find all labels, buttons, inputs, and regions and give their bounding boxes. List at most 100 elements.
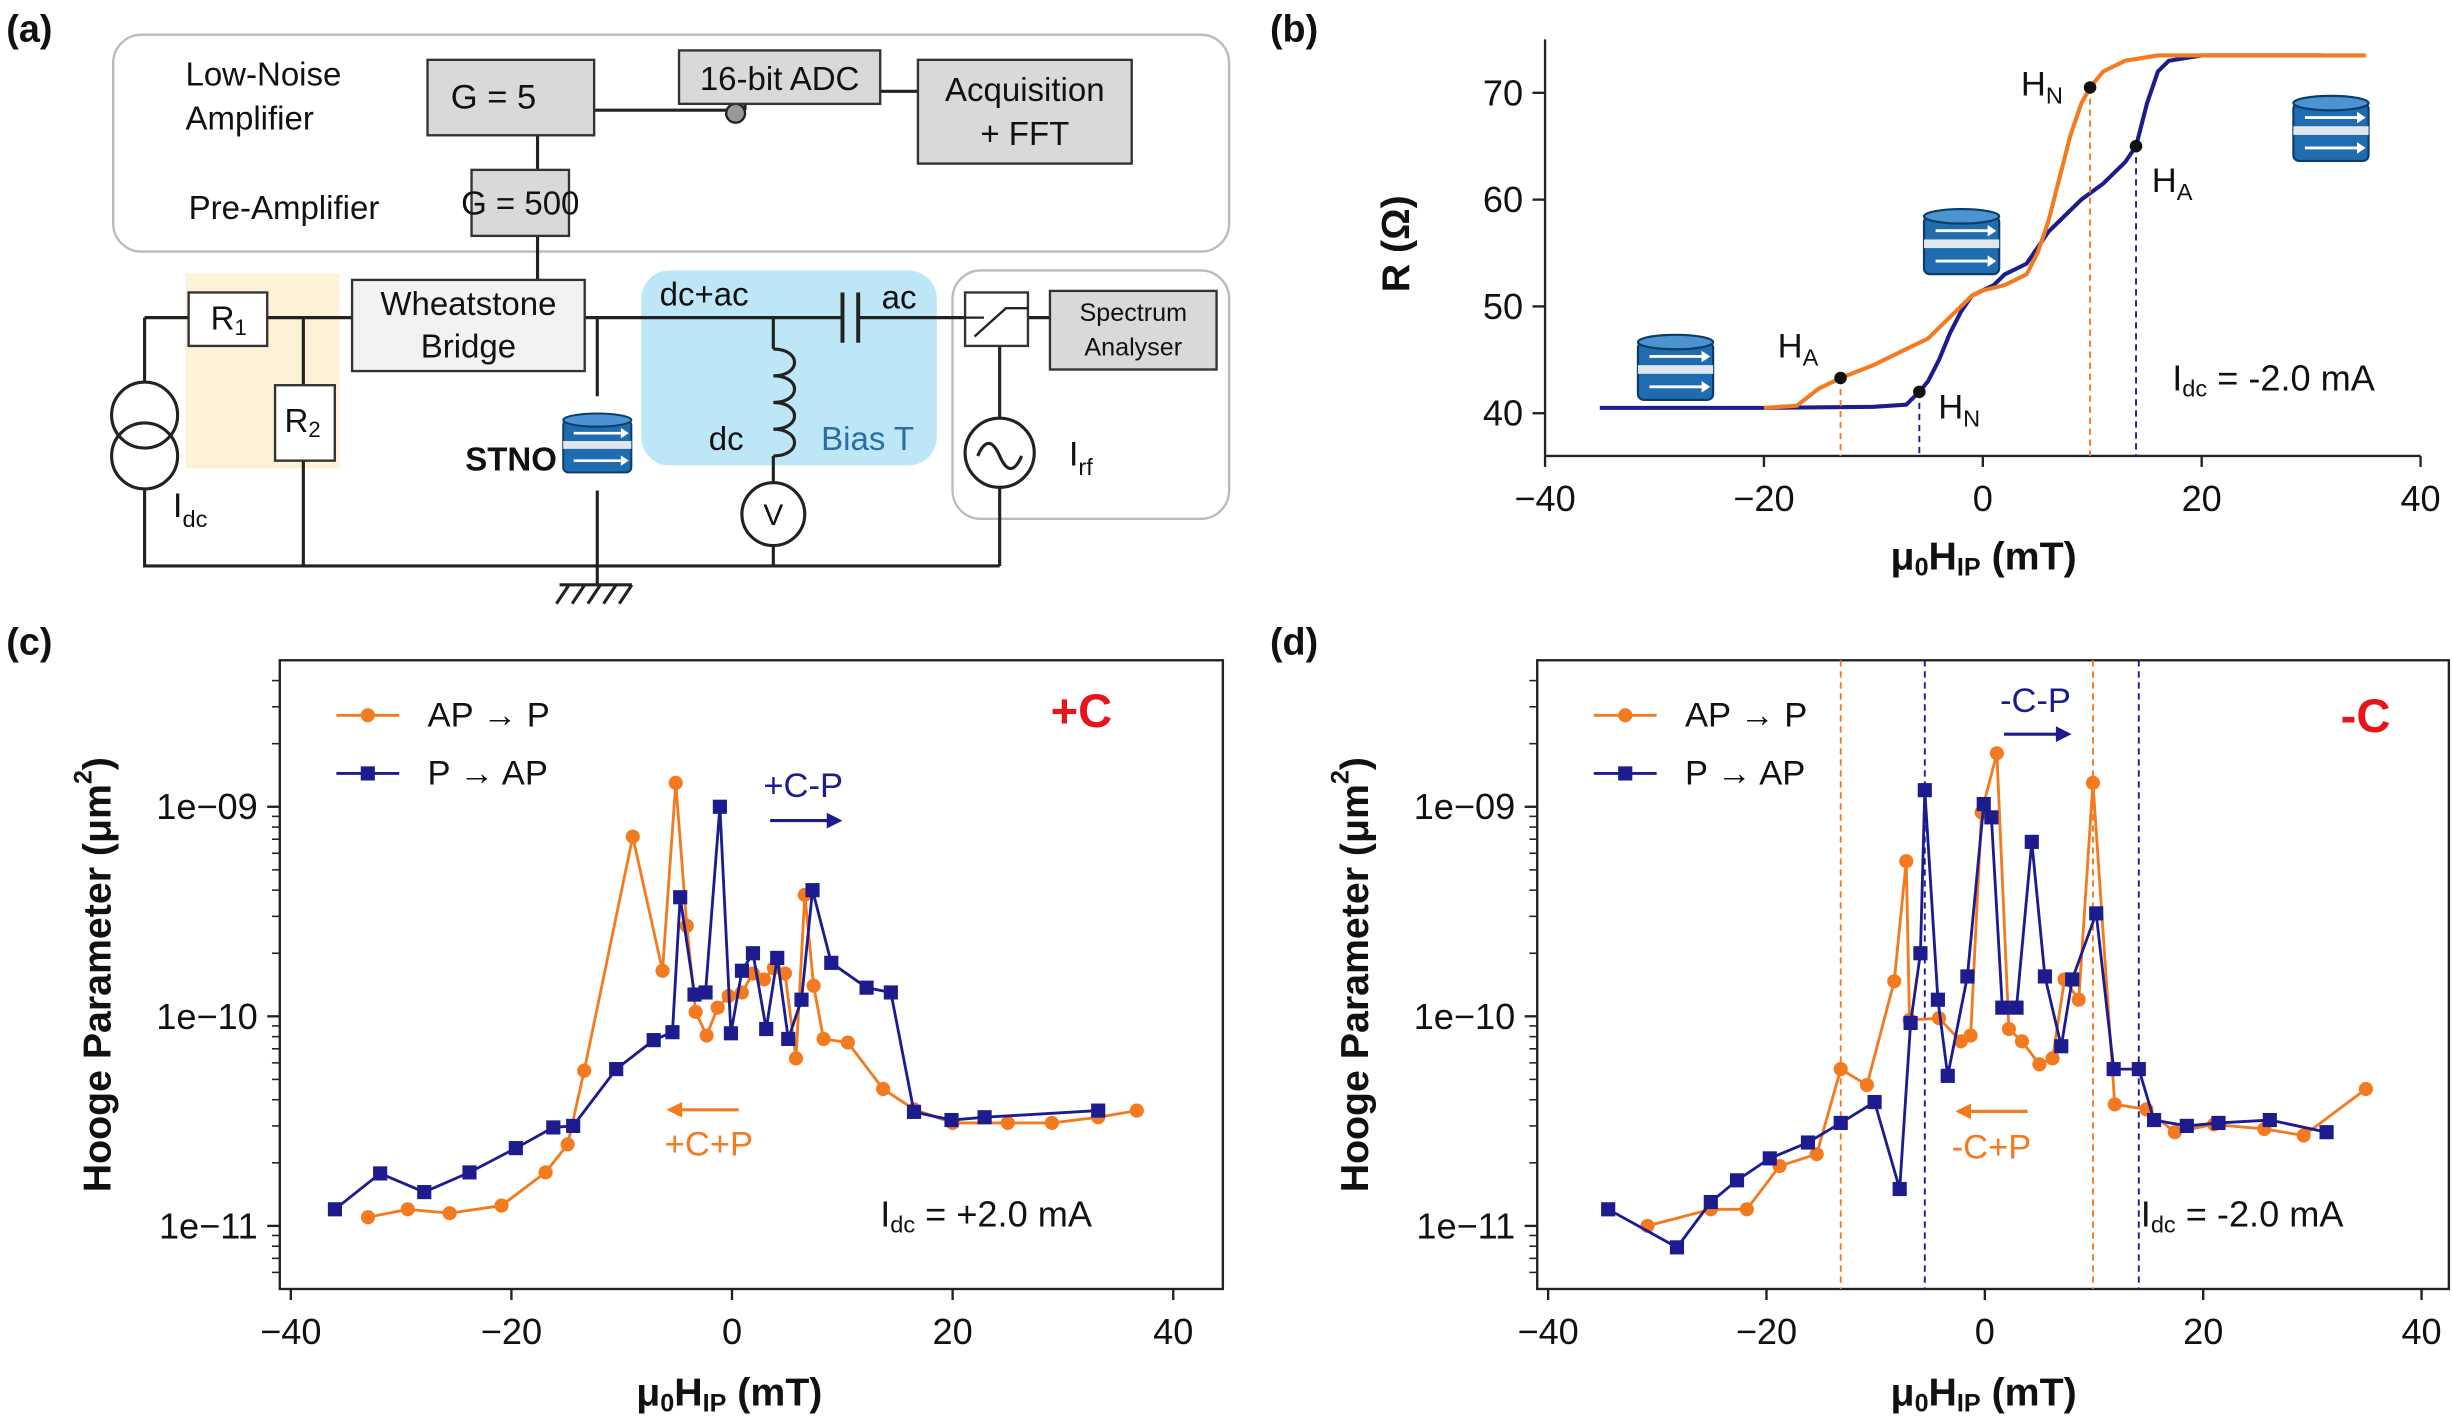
y-tick-label: 1e−11 (159, 1205, 258, 1246)
point (710, 1000, 725, 1015)
label: R (284, 401, 308, 438)
point (566, 1118, 581, 1133)
label: G = 500 (461, 184, 579, 221)
point (1976, 796, 1991, 812)
text-sub: 0 (1915, 1390, 1929, 1418)
x-tick-label: −20 (1736, 1311, 1797, 1352)
box (677, 49, 882, 106)
label: I (173, 487, 183, 525)
point (1703, 1194, 1718, 1210)
point (883, 985, 898, 1000)
text-part: H (1929, 535, 1957, 579)
point (1800, 1135, 1816, 1150)
point (1601, 1202, 1616, 1217)
voltmeter (740, 481, 807, 548)
label: R2 (284, 401, 320, 441)
text-part: H (1938, 389, 1963, 427)
state-icon (1636, 333, 1715, 402)
text-sub: N (2046, 82, 2063, 108)
point (665, 1025, 680, 1040)
annotation: +C-P (763, 767, 843, 805)
point (546, 1120, 561, 1135)
box (426, 58, 596, 137)
point (723, 1026, 738, 1041)
text-sub: 0 (1915, 554, 1929, 582)
legend-marker (360, 708, 375, 723)
label-sub: 1 (234, 315, 246, 340)
rich-text: Idc = -2.0 mA (2172, 357, 2376, 402)
rich-text: HA (1778, 328, 1819, 371)
rich-text: μ0HIP (mT) (636, 1371, 822, 1418)
legend-label: P → AP (1685, 754, 1805, 792)
arrow-head (1955, 1103, 1972, 1120)
text-part: H (2152, 162, 2177, 200)
text-sub: IP (1957, 554, 1981, 582)
point (1887, 974, 1902, 989)
label: Pre-Amplifier (189, 189, 380, 226)
point (1739, 1202, 1754, 1217)
state-icon (2291, 94, 2371, 163)
label-sub: rf (1078, 454, 1093, 480)
point (538, 1165, 553, 1180)
rf-frame (951, 269, 1231, 520)
arrow-head (826, 812, 843, 829)
point (824, 955, 839, 970)
switch-arm (965, 307, 1028, 338)
y-tick-label: 1e−09 (156, 786, 258, 827)
text-sub: IP (1957, 1390, 1981, 1418)
label: Wheatstone (380, 285, 556, 322)
label-sub: 2 (308, 417, 320, 442)
label: V (763, 499, 783, 532)
point (687, 987, 702, 1002)
text-part: μ (1891, 1371, 1915, 1415)
point (442, 1206, 457, 1221)
point (2129, 139, 2143, 153)
point (2054, 1039, 2069, 1054)
point (577, 1063, 592, 1078)
x-tick-label: 20 (933, 1311, 973, 1352)
label: Bridge (421, 327, 516, 364)
panel-label: (b) (1270, 7, 1318, 49)
label: Bias T (821, 420, 914, 457)
point (1091, 1103, 1106, 1118)
text-sub: A (1803, 345, 1819, 371)
point (1892, 1181, 1907, 1197)
x-tick-label: 40 (1153, 1311, 1193, 1352)
text-part: (mT) (1981, 1371, 2077, 1415)
point (2106, 1062, 2121, 1077)
rich-text: Idc = +2.0 mA (880, 1193, 1093, 1238)
text-part: μ (636, 1371, 660, 1415)
legend-marker (1618, 766, 1633, 781)
rich-text: μ0HIP (mT) (1891, 535, 2077, 582)
rich-text: HN (2021, 65, 2063, 108)
text-part: ) (1333, 757, 1377, 770)
x-tick-label: 40 (2401, 1311, 2441, 1352)
resistor (187, 291, 269, 348)
corner-label: +C (1051, 684, 1113, 737)
label: R1 (211, 299, 247, 339)
point (2032, 1057, 2047, 1072)
point (805, 883, 820, 898)
point (2211, 1115, 2226, 1131)
switch (963, 291, 1030, 348)
text-part: = +2.0 mA (915, 1193, 1093, 1234)
series-line (1599, 53, 2323, 410)
series-line (1607, 790, 2327, 1250)
text-part: H (2021, 65, 2046, 103)
point (1809, 1147, 1824, 1162)
rich-text: μ0HIP (mT) (1891, 1371, 2077, 1418)
label: G = 5 (451, 79, 537, 117)
point (1984, 810, 1999, 825)
point (788, 1051, 804, 1066)
x-tick-label: −40 (1517, 1311, 1578, 1352)
label: Acquisition (945, 71, 1105, 108)
point (1917, 783, 1932, 798)
point (840, 1035, 855, 1050)
x-tick-label: 20 (2182, 478, 2222, 519)
point (745, 946, 761, 961)
point (2131, 1062, 2146, 1077)
x-tick-label: 0 (1975, 1311, 1995, 1352)
label: Spectrum (1079, 299, 1187, 327)
amplifier-frame (111, 33, 1231, 253)
